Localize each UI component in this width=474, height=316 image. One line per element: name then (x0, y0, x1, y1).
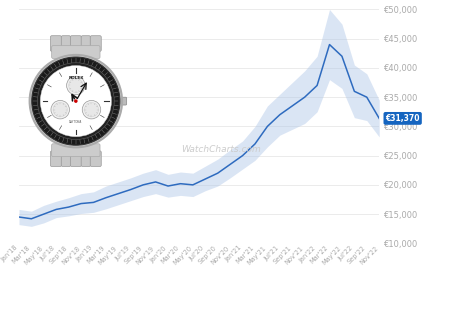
Circle shape (82, 100, 100, 119)
FancyBboxPatch shape (81, 151, 91, 167)
FancyBboxPatch shape (50, 151, 62, 167)
FancyBboxPatch shape (61, 151, 71, 167)
Circle shape (37, 63, 114, 140)
FancyBboxPatch shape (81, 36, 91, 52)
Text: €31,370: €31,370 (385, 114, 420, 123)
FancyBboxPatch shape (52, 144, 100, 157)
Text: ROLEX: ROLEX (68, 76, 83, 80)
FancyBboxPatch shape (61, 36, 71, 52)
Circle shape (29, 55, 122, 147)
Circle shape (40, 66, 111, 137)
Circle shape (74, 99, 78, 103)
FancyBboxPatch shape (70, 151, 82, 167)
Circle shape (69, 78, 83, 93)
FancyBboxPatch shape (90, 36, 101, 52)
Circle shape (66, 76, 85, 95)
Circle shape (51, 100, 69, 119)
FancyBboxPatch shape (118, 97, 127, 105)
FancyBboxPatch shape (50, 36, 62, 52)
Text: DAYTONA: DAYTONA (69, 120, 82, 125)
Circle shape (53, 103, 67, 117)
Circle shape (32, 57, 120, 145)
FancyBboxPatch shape (70, 36, 82, 52)
Text: WatchCharts.com: WatchCharts.com (181, 145, 261, 154)
Circle shape (84, 103, 99, 117)
FancyBboxPatch shape (90, 151, 101, 167)
FancyBboxPatch shape (52, 46, 100, 58)
